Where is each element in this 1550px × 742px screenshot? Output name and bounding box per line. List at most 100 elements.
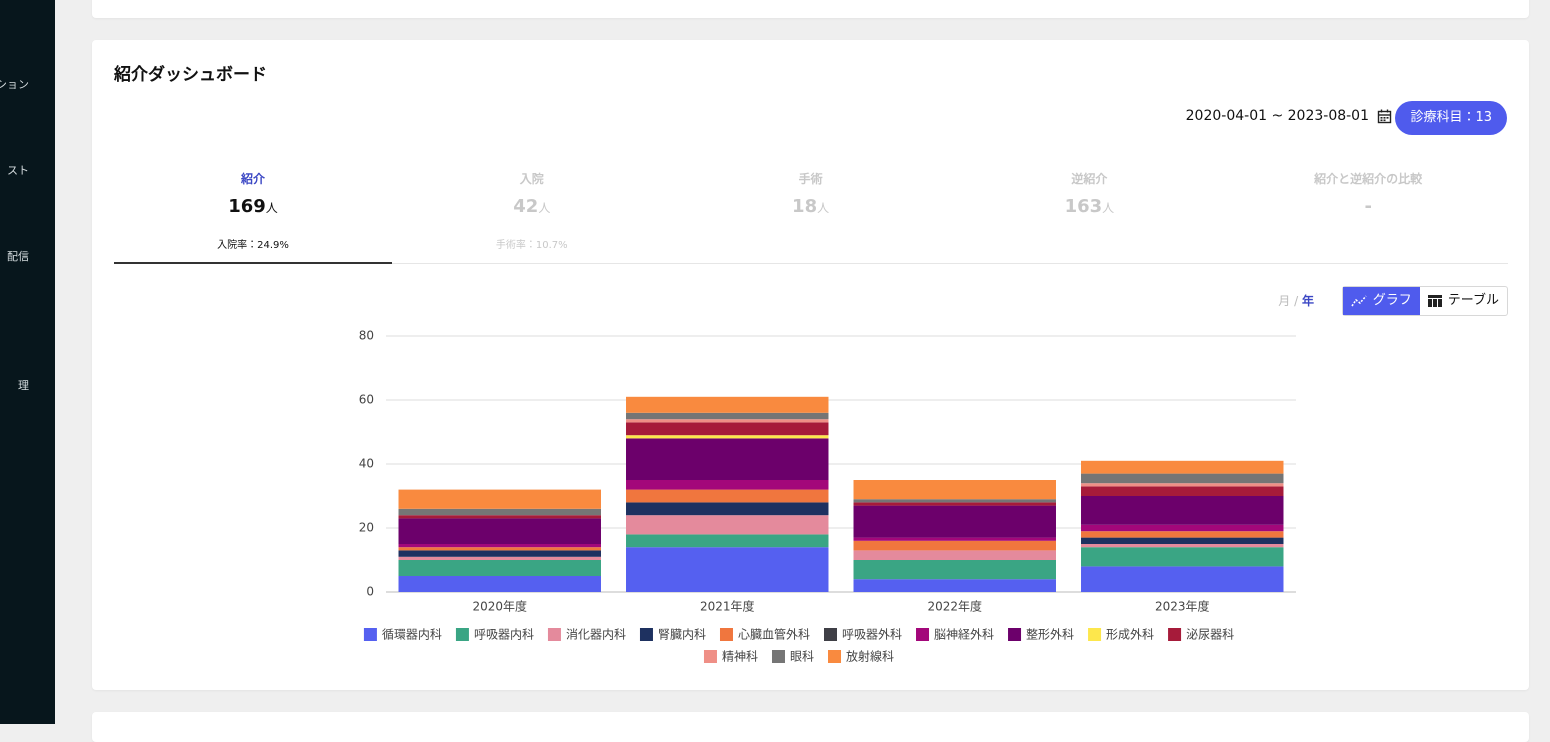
unit: 人 (1102, 201, 1115, 215)
count: 163 (1064, 196, 1103, 217)
legend-item[interactable]: 心臓血管外科 (719, 627, 810, 642)
tab-label: 逆紹介 (1071, 172, 1108, 186)
bar-segment (853, 537, 1056, 541)
legend-label: 腎臓内科 (658, 628, 706, 642)
y-tick-label: 60 (359, 393, 374, 407)
y-tick-label: 80 (359, 329, 374, 343)
bar-segment (398, 489, 601, 509)
legend-label: 形成外科 (1106, 628, 1154, 642)
bar-segment (626, 396, 829, 413)
date-range[interactable]: 2020-04-01 ~ 2023-08-01 (1185, 108, 1369, 124)
legend-swatch (1008, 628, 1022, 641)
bar-segment (853, 560, 1056, 580)
graph-icon (1351, 295, 1367, 307)
bar-segment (853, 550, 1056, 560)
tab[interactable]: 紹介 169人入院率：24.9% (114, 160, 392, 264)
bar-segment (1081, 547, 1284, 567)
bar-segment (398, 556, 601, 560)
bar-segment (398, 515, 601, 519)
unit: 人 (817, 201, 830, 215)
separator: / (1294, 294, 1299, 308)
bar-segment (626, 438, 829, 480)
tab-count: 42人 (393, 196, 671, 217)
legend-item[interactable]: 脳神経外科 (916, 627, 994, 642)
legend-item[interactable]: 放射線科 (828, 649, 894, 664)
legend-swatch (824, 628, 837, 641)
tab[interactable]: 逆紹介 163人 (950, 160, 1228, 263)
nav-item[interactable]: ション (0, 78, 29, 91)
legend-swatch (916, 628, 930, 641)
legend-label: 脳神経外科 (934, 627, 994, 642)
bar-segment (1081, 531, 1284, 538)
legend-item[interactable]: 精神科 (703, 649, 758, 664)
legend-swatch (1088, 628, 1102, 641)
bar-segment (853, 499, 1056, 503)
bar-segment (398, 550, 601, 557)
legend-label: 眼科 (790, 650, 814, 664)
bar-segment (1081, 537, 1284, 544)
tab[interactable]: 入院 42人 手術率：10.7% (393, 160, 671, 263)
period-toggle: 月 / 年 (1278, 292, 1314, 309)
bar-segment (1081, 566, 1284, 592)
tab-rate: 入院率：24.9% (217, 240, 289, 251)
bar-segment (626, 412, 829, 420)
bar-segment (1081, 524, 1284, 532)
count: 169 (228, 196, 266, 217)
bar-segment (853, 579, 1056, 592)
legend-swatch (703, 650, 717, 663)
legend-item[interactable]: 整形外科 (1008, 628, 1074, 642)
subject-button[interactable]: 診療科目：13 (1395, 101, 1507, 135)
bar-segment (626, 489, 829, 503)
tab-count: 169人 (114, 196, 392, 217)
legend-item[interactable]: 呼吸器外科 (824, 628, 902, 642)
legend-swatch (455, 628, 469, 641)
legend-label: 呼吸器外科 (842, 628, 902, 642)
calendar-icon[interactable] (1377, 109, 1392, 124)
bar-segment (398, 560, 601, 576)
bar-segment (853, 502, 1056, 506)
y-tick-label: 20 (359, 521, 374, 535)
tab-label: 手術 (798, 172, 823, 186)
legend-item[interactable]: 消化器内科 (547, 628, 626, 642)
tab[interactable]: 紹介と逆紹介の比較 - (1229, 160, 1507, 263)
legend-swatch (1168, 628, 1182, 641)
tab-label: 紹介と逆紹介の比較 (1314, 172, 1423, 186)
legend-label: 循環器内科 (382, 628, 442, 642)
nav-item[interactable]: 配信 (7, 250, 29, 263)
bar-segment (626, 480, 829, 490)
bar-segment (1081, 473, 1284, 484)
graph-button[interactable]: グラフ (1342, 287, 1420, 315)
legend-item[interactable]: 呼吸器内科 (455, 628, 534, 642)
nav-item[interactable]: 理 (18, 379, 29, 392)
bar-segment (1081, 544, 1284, 548)
tab-count: 18人 (672, 196, 950, 217)
tab[interactable]: 手術 18人 (672, 160, 950, 263)
legend-item[interactable]: 形成外科 (1088, 628, 1154, 642)
bar-segment (398, 576, 601, 592)
tab-count: 163人 (950, 196, 1228, 217)
nav-item[interactable]: スト (7, 164, 29, 177)
legend-label: 呼吸器内科 (474, 628, 534, 642)
legend-item[interactable]: 眼科 (771, 650, 814, 664)
bar-segment (1081, 496, 1284, 525)
bar-segment (398, 544, 601, 548)
legend-item[interactable]: 泌尿器科 (1168, 628, 1234, 642)
bar-segment (626, 422, 829, 436)
legend-swatch (719, 628, 733, 641)
bar-segment (1081, 483, 1284, 487)
y-tick-label: 0 (366, 585, 374, 599)
legend-item[interactable]: 循環器内科 (363, 628, 442, 642)
legend-item[interactable]: 腎臓内科 (639, 628, 706, 642)
legend-label: 消化器内科 (566, 628, 626, 642)
month-option[interactable]: 月 (1278, 294, 1291, 308)
legend-label: 泌尿器科 (1186, 628, 1234, 642)
table-button[interactable]: テーブル (1420, 287, 1507, 315)
unit: 人 (538, 201, 551, 215)
bar-segment (1081, 486, 1284, 496)
legend-swatch (771, 650, 785, 663)
tab-rate: 手術率：10.7% (495, 240, 568, 251)
year-option[interactable]: 年 (1301, 294, 1314, 308)
tab-label: 紹介 (240, 172, 265, 186)
